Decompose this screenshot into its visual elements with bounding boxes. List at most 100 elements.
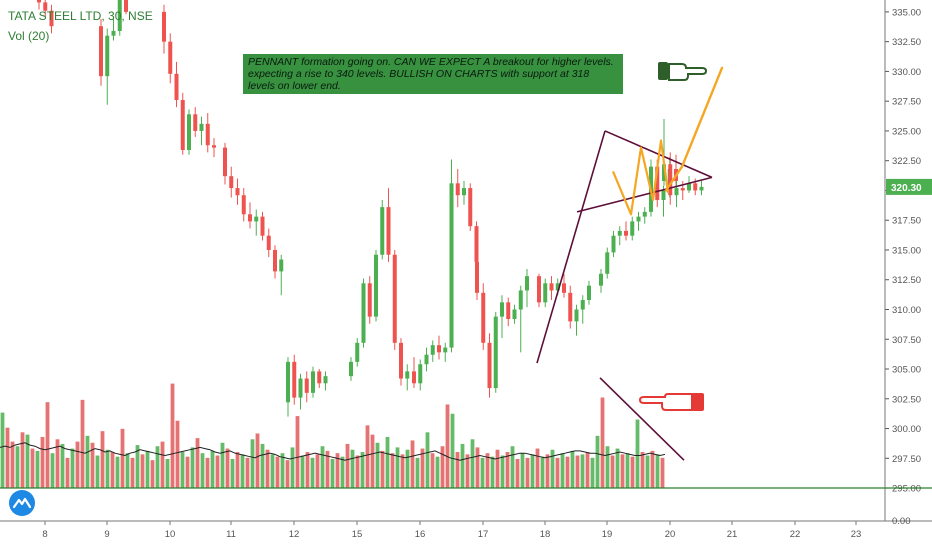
candle-body [455, 183, 460, 196]
candle-body [168, 41, 173, 74]
volume-bar [460, 443, 465, 488]
y-tick-label: 315.00 [892, 245, 921, 256]
volume-bar [235, 452, 240, 488]
volume-bar [280, 453, 285, 488]
candle-body [449, 183, 454, 348]
pennant-lower-line [576, 176, 713, 213]
volume-bar [435, 456, 440, 488]
last-price-badge [886, 178, 932, 195]
x-tick-label: 23 [851, 529, 862, 540]
candle-body [525, 276, 529, 291]
volume-bar [115, 456, 120, 488]
hand-shape [638, 393, 693, 411]
volume-bar [250, 439, 255, 488]
volume-bar [430, 453, 435, 488]
candle-body [298, 378, 303, 398]
volume-bar [640, 452, 645, 488]
volume-ma-line [0, 442, 666, 461]
volume-bar [45, 402, 50, 488]
tradingview-logo-icon[interactable] [9, 490, 35, 516]
volume-bar [465, 454, 470, 488]
volume-bar [55, 439, 60, 488]
candle-body [481, 292, 486, 343]
candle-body [399, 342, 403, 379]
volume-bar [190, 447, 195, 488]
volume-bar [320, 446, 325, 488]
volume-bar [440, 446, 445, 488]
volume-bar [215, 455, 220, 488]
volume-bar [130, 457, 135, 488]
volume-bars [0, 383, 666, 488]
pointing-hand-icon [638, 393, 704, 411]
volume-bar [5, 427, 10, 488]
volume-bar [205, 457, 210, 488]
hand-cuff [692, 393, 704, 411]
annotation-note[interactable]: PENNANT formation going on. CAN WE EXPEC… [243, 54, 623, 94]
candle-body [424, 354, 429, 365]
volume-legend[interactable]: Vol (20) [8, 29, 50, 43]
x-tick-label: 22 [790, 529, 801, 540]
volume-bar [290, 447, 295, 488]
volume-bar [475, 447, 480, 488]
volume-bar [40, 436, 45, 488]
volume-bar [210, 450, 215, 488]
volume-bar [245, 457, 250, 488]
last-price-label: 320.30 [891, 183, 922, 194]
volume-bar [500, 455, 505, 488]
volume-bar [560, 453, 565, 488]
volume-bar [415, 457, 420, 488]
volume-bar [455, 452, 460, 488]
candle-body [212, 145, 216, 148]
candle-body [99, 26, 103, 77]
volume-bar [0, 412, 5, 488]
volume-bar [390, 453, 395, 488]
y-tick-label: 332.50 [892, 37, 921, 48]
volume-bar [650, 450, 655, 488]
hand-shape [668, 63, 708, 81]
pattern-drawings [536, 62, 724, 461]
volume-bar [30, 448, 35, 488]
candle-body [418, 364, 423, 384]
volume-bar [450, 413, 455, 488]
volume-bar [580, 454, 585, 488]
candle-body [674, 188, 679, 196]
candle-body [43, 2, 48, 11]
volume-bar [385, 436, 390, 488]
candle-body [462, 188, 466, 196]
volume-bar [260, 443, 265, 488]
y-tick-label: 322.50 [892, 156, 921, 167]
x-tick-label: 10 [165, 529, 176, 540]
candle-body [543, 283, 548, 303]
candle-body [405, 371, 410, 379]
candle-body [260, 216, 265, 236]
volume-bar [340, 456, 345, 488]
candle-body [380, 207, 385, 255]
chart-title[interactable]: TATA STEEL LTD, 30, NSE [8, 9, 153, 23]
volume-bar [445, 404, 450, 488]
y-tick-label: 302.50 [892, 394, 921, 405]
volume-bar [630, 456, 635, 488]
volume-bar [595, 435, 600, 488]
volume-bar [655, 454, 660, 488]
candle-body [611, 235, 616, 253]
volume-bar [410, 440, 415, 488]
candle-body [562, 283, 566, 293]
x-tick-label: 8 [42, 529, 47, 540]
volume-bar [520, 453, 525, 488]
hand-cuff [658, 62, 668, 80]
volume-bar [95, 455, 100, 488]
volume-bar [305, 452, 310, 488]
y-tick-label: 335.00 [892, 7, 921, 18]
x-tick-label: 18 [540, 529, 551, 540]
candle-body [386, 207, 391, 255]
candle-body [443, 347, 448, 353]
volume-bar [310, 457, 315, 488]
candle-body [468, 188, 473, 227]
volume-bar [150, 460, 155, 488]
volume-bar [495, 449, 500, 488]
candle-body [304, 378, 309, 393]
candle-body [624, 230, 628, 236]
candle-body [241, 195, 246, 215]
y-tick-label: 307.50 [892, 335, 921, 346]
